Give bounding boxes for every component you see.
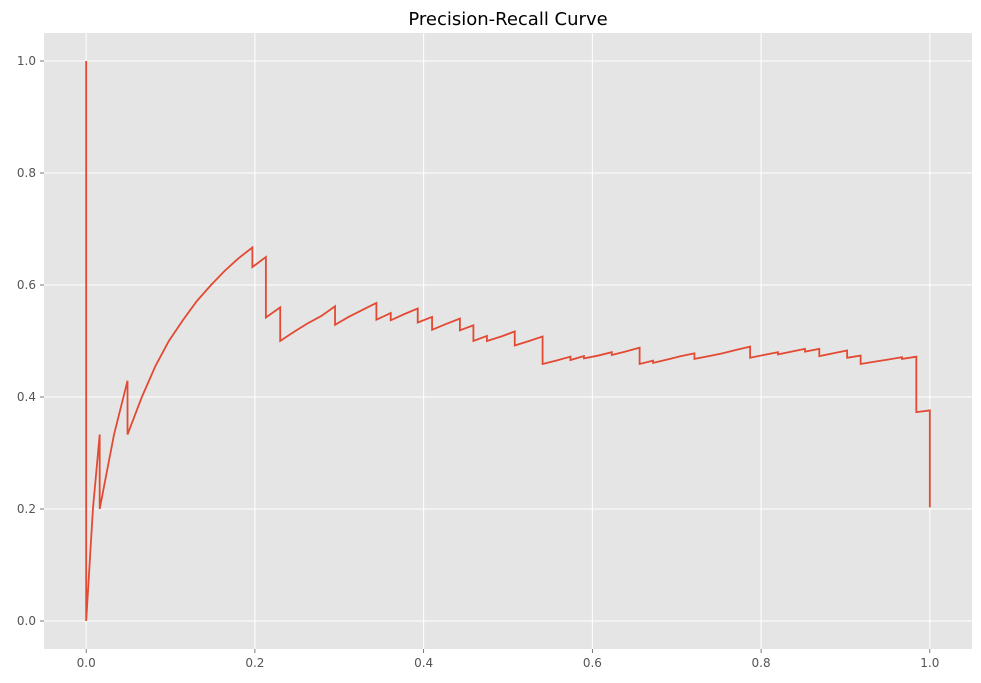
- y-tick-label: 0.8: [17, 166, 36, 180]
- y-tick-label: 0.0: [17, 614, 36, 628]
- y-tick-label: 0.6: [17, 278, 36, 292]
- tick-labels: 0.0 0.2 0.4 0.6 0.8 1.0 0.0 0.2 0.4 0.6 0.8 1.0: [17, 54, 939, 670]
- plot-background: [44, 33, 972, 649]
- chart-title: Precision-Recall Curve: [408, 9, 607, 30]
- x-tick-label: 1.0: [920, 656, 939, 670]
- x-tick-label: 0.0: [77, 656, 96, 670]
- x-tick-label: 0.8: [752, 656, 771, 670]
- y-tick-label: 0.4: [17, 390, 36, 404]
- x-tick-label: 0.2: [245, 656, 264, 670]
- grid-lines: [44, 33, 972, 649]
- x-tick-label: 0.4: [414, 656, 433, 670]
- y-tick-label: 0.2: [17, 502, 36, 516]
- precision-recall-line: [85, 61, 931, 622]
- x-tick-label: 0.6: [583, 656, 602, 670]
- y-tick-label: 1.0: [17, 54, 36, 68]
